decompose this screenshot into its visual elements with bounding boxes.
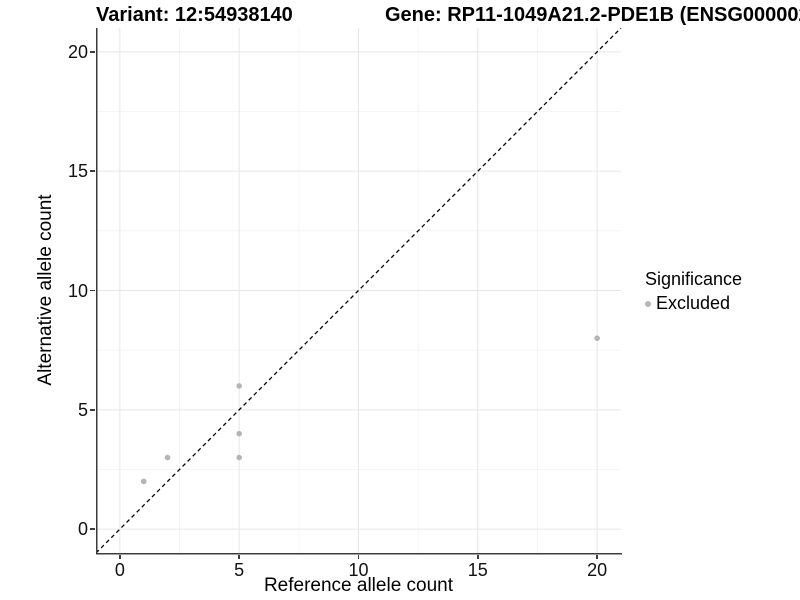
data-point: [236, 430, 242, 437]
y-tick-label: 15: [67, 161, 88, 182]
y-tick-mark: [90, 409, 95, 411]
y-tick-mark: [90, 170, 95, 172]
legend-point-icon: [645, 300, 651, 307]
plot-title-variant: Variant: 12:54938140: [96, 4, 293, 26]
plot-title-gene: Gene: RP11-1049A21.2-PDE1B (ENSG000002: [385, 4, 800, 26]
data-point: [164, 454, 171, 461]
legend-item-excluded: Excluded: [645, 293, 742, 314]
y-tick-label: 20: [67, 41, 88, 62]
data-point: [236, 454, 242, 461]
plot-panel: [96, 28, 622, 555]
data-point: [594, 335, 600, 342]
data-point: [140, 478, 147, 485]
x-tick-mark: [477, 554, 479, 559]
x-tick-mark: [238, 554, 240, 559]
x-axis-title: Reference allele count: [263, 575, 454, 596]
x-tick-label: 15: [467, 560, 488, 580]
y-tick-mark: [90, 528, 95, 530]
identity-dashed-line: [96, 28, 622, 554]
y-tick-label: 5: [77, 399, 88, 420]
x-tick-label: 0: [114, 560, 125, 580]
legend-item-label: Excluded: [656, 293, 731, 313]
y-tick-mark: [90, 51, 95, 53]
y-tick-mark: [90, 289, 95, 292]
data-point: [236, 383, 242, 389]
legend: Significance Excluded: [645, 269, 742, 314]
x-tick-label: 20: [587, 560, 608, 580]
legend-title: Significance: [645, 269, 743, 289]
y-tick-label: 0: [77, 519, 88, 540]
x-tick-mark: [119, 554, 121, 559]
x-tick-label: 5: [234, 560, 245, 580]
y-tick-label: 10: [67, 280, 88, 301]
x-tick-mark: [357, 554, 360, 559]
x-tick-label: 10: [348, 560, 369, 580]
x-tick-mark: [596, 554, 598, 559]
